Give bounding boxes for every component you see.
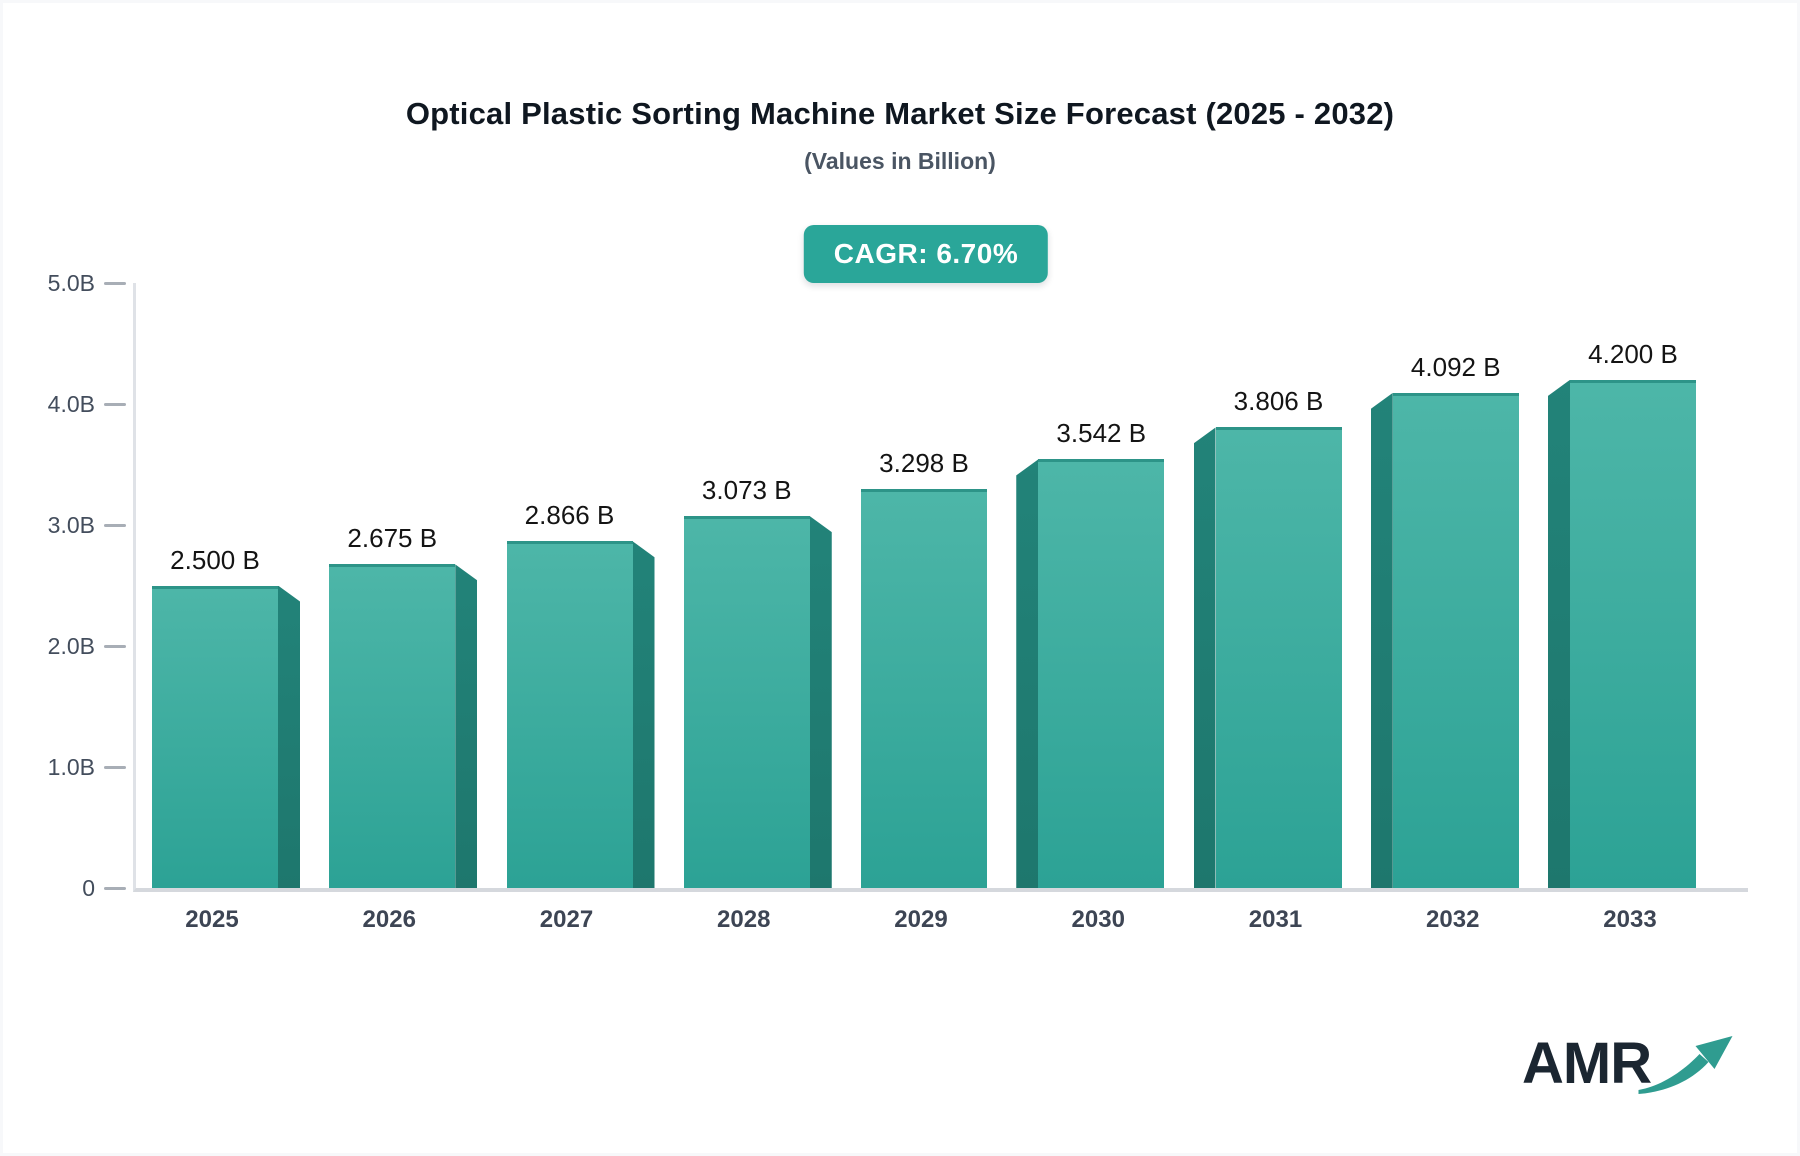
y-tick-mark [104, 524, 126, 527]
bar-value-label: 3.542 B [1056, 418, 1147, 449]
bar-side-face [278, 585, 300, 888]
y-tick-mark [104, 645, 126, 648]
bar-side-face [1193, 427, 1216, 888]
bar-chart: 0 1.0B 2.0B 3.0B 4.0B 5.0B 2.500 B 2.675 B 2.86… [0, 253, 1800, 953]
y-tick-mark [104, 766, 126, 769]
bar-side-face [1548, 379, 1570, 888]
y-tick-mark [104, 403, 126, 406]
bar-side-face [455, 564, 478, 888]
y-tick-label: 0 [82, 875, 95, 901]
plot-area: 2.500 B 2.675 B 2.866 B 3.073 B 3.298 B 3.542… [133, 283, 1748, 892]
bar-value-label: 2.675 B [347, 523, 438, 554]
x-tick-label: 2025 [185, 906, 239, 933]
x-tick-label: 2029 [894, 906, 948, 933]
bar [506, 541, 633, 888]
bar-value-label: 3.073 B [701, 475, 792, 506]
y-tick-mark [104, 887, 126, 890]
x-axis: 2025 2026 2027 2028 2029 2030 2031 2032 2033 [133, 906, 1745, 940]
bar [1392, 392, 1519, 888]
bar [861, 488, 987, 888]
chart-title: Optical Plastic Sorting Machine Market S… [405, 96, 1395, 131]
bar-value-label: 4.200 B [1588, 338, 1678, 369]
x-tick-label: 2033 [1603, 906, 1657, 933]
bar-value-label: 2.500 B [170, 544, 260, 575]
bar [1038, 459, 1165, 888]
chart-subtitle: (Values in Billion) [804, 148, 996, 174]
y-tick-mark [104, 282, 126, 285]
cagr-badge: CAGR: 6.70% [803, 225, 1049, 283]
bar-side-face [1370, 392, 1393, 888]
bar-value-label: 3.298 B [879, 447, 969, 478]
growth-arrow-icon [1638, 1036, 1733, 1094]
bar-side-face [1016, 459, 1039, 888]
x-tick-label: 2032 [1426, 906, 1480, 933]
bar-side-face [632, 541, 655, 888]
bar [329, 564, 456, 888]
x-tick-label: 2028 [717, 906, 771, 933]
bar-value-label: 4.092 B [1410, 351, 1501, 382]
bar [683, 516, 810, 888]
y-tick-label: 5.0B [47, 270, 95, 296]
x-tick-label: 2030 [1071, 906, 1125, 933]
bar-value-label: 3.806 B [1233, 386, 1324, 417]
x-tick-label: 2026 [362, 906, 416, 933]
bar [152, 585, 278, 888]
bar [1570, 379, 1696, 888]
bar-value-label: 2.866 B [524, 500, 615, 531]
y-tick-label: 4.0B [47, 391, 95, 417]
amr-logo-text: AMR [1522, 1031, 1652, 1096]
y-tick-label: 1.0B [47, 754, 95, 780]
y-tick-label: 2.0B [47, 633, 95, 659]
bar [1215, 427, 1342, 888]
amr-logo: AMR [1522, 1032, 1743, 1100]
bar-side-face [809, 516, 832, 888]
y-tick-label: 3.0B [47, 512, 95, 538]
x-tick-label: 2027 [539, 906, 594, 933]
x-tick-label: 2031 [1248, 906, 1303, 933]
